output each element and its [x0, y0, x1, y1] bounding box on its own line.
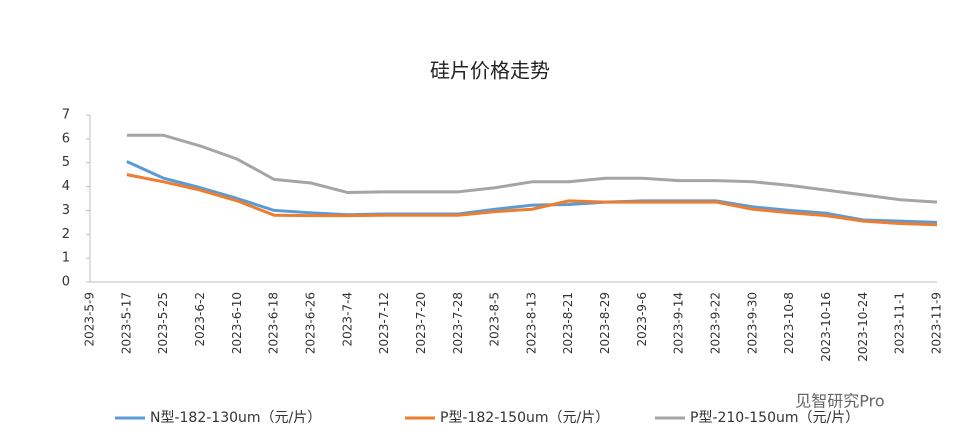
- y-tick-label: 4: [62, 179, 70, 194]
- watermark: 见智研究Pro: [795, 392, 884, 411]
- y-tick-label: 3: [62, 203, 70, 218]
- x-tick-label: 2023-6-18: [267, 292, 281, 354]
- y-tick-label: 2: [62, 227, 70, 242]
- y-tick-label: 6: [62, 131, 70, 146]
- x-tick-label: 2023-10-24: [856, 292, 870, 362]
- chart-title: 硅片价格走势: [430, 59, 550, 83]
- x-tick-label: 2023-8-29: [598, 292, 612, 354]
- legend-label: P型-182-150um（元/片）: [440, 410, 609, 426]
- x-tick-label: 2023-9-6: [635, 292, 649, 346]
- x-tick-label: 2023-7-20: [414, 292, 428, 354]
- x-tick-label: 2023-9-22: [709, 292, 723, 354]
- y-tick-label: 5: [62, 155, 70, 170]
- series-line: [126, 173, 938, 227]
- x-tick-label: 2023-10-16: [819, 292, 833, 362]
- x-tick-label: 2023-7-28: [451, 292, 465, 354]
- legend-label: P型-210-150um（元/片）: [690, 410, 859, 426]
- legend-label: N型-182-130um（元/片）: [150, 410, 321, 426]
- x-tick-label: 2023-9-14: [672, 292, 686, 354]
- x-tick-label: 2023-8-13: [524, 292, 538, 354]
- x-tick-label: 2023-10-8: [782, 292, 796, 354]
- y-tick-label: 0: [62, 275, 70, 290]
- x-tick-label: 2023-5-9: [83, 292, 97, 346]
- x-tick-label: 2023-5-17: [119, 292, 133, 354]
- y-tick-label: 1: [62, 251, 70, 266]
- y-tick-label: 7: [62, 108, 70, 123]
- x-tick-label: 2023-8-21: [561, 292, 575, 354]
- x-tick-label: 2023-7-4: [340, 292, 354, 346]
- x-tick-label: 2023-6-10: [230, 292, 244, 354]
- x-tick-label: 2023-6-2: [193, 292, 207, 346]
- x-tick-label: 2023-6-26: [303, 292, 317, 354]
- series-line: [126, 160, 938, 224]
- x-tick-label: 2023-5-25: [156, 292, 170, 354]
- x-tick-label: 2023-11-1: [893, 292, 907, 354]
- series-line: [126, 133, 938, 204]
- x-tick-label: 2023-11-9: [930, 292, 944, 354]
- x-tick-label: 2023-8-5: [488, 292, 502, 346]
- x-tick-label: 2023-7-12: [377, 292, 391, 354]
- x-tick-label: 2023-9-30: [745, 292, 759, 354]
